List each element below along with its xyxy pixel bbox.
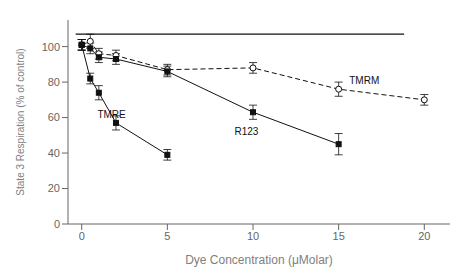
svg-text:TMRM: TMRM	[349, 75, 379, 86]
svg-text:0: 0	[79, 230, 85, 242]
svg-text:20: 20	[418, 230, 430, 242]
svg-text:0: 0	[54, 218, 60, 230]
svg-text:15: 15	[333, 230, 345, 242]
svg-text:60: 60	[48, 111, 60, 123]
svg-text:R123: R123	[234, 126, 258, 137]
svg-text:80: 80	[48, 76, 60, 88]
svg-text:TMRE: TMRE	[97, 109, 126, 120]
svg-text:Dye Concentration (μMolar): Dye Concentration (μMolar)	[185, 253, 333, 267]
svg-text:100: 100	[42, 41, 60, 53]
svg-text:State 3 Respiration (% of cont: State 3 Respiration (% of control)	[15, 48, 26, 195]
svg-text:5: 5	[164, 230, 170, 242]
svg-text:40: 40	[48, 147, 60, 159]
svg-text:20: 20	[48, 182, 60, 194]
svg-text:10: 10	[247, 230, 259, 242]
